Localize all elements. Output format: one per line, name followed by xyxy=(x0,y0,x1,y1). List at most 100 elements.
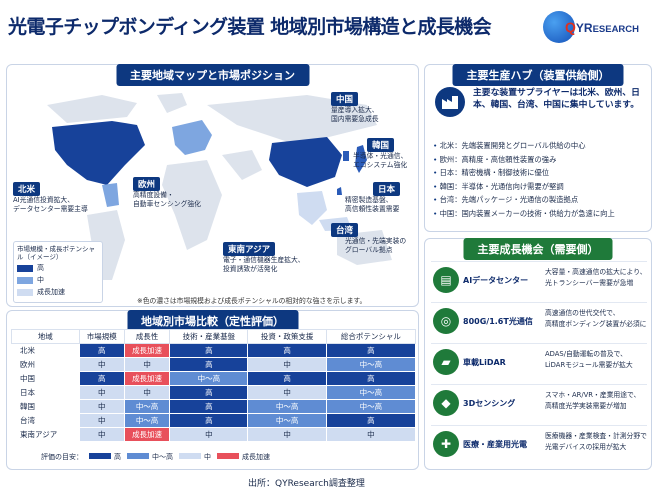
region-desc-north-america: AI光通信投資拡大、 データセンター需要主導 xyxy=(13,196,88,213)
table-row: 台湾中中～高高中～高高 xyxy=(11,413,417,428)
production-hub-panel: 主要生産ハブ（装置供給側） 主要な装置サプライヤーは北米、欧州、日本、韓国、台湾… xyxy=(424,64,652,232)
map-legend: 市場規模・成長ポテンシャル（イメージ） 高 中 成長加速 xyxy=(13,241,103,303)
region-label-taiwan: 台湾 xyxy=(331,223,359,237)
table-row: 中国高成長加速 中～高高高 xyxy=(11,371,417,386)
rating-cell: 中 xyxy=(78,385,125,400)
rating-cell: 高 xyxy=(169,357,249,372)
opp-header: 主要成長機会（需要側） xyxy=(463,238,613,260)
opp-item: ✚ 医療・産業用光電 医療機器・産業検査・計測分野で 光電デバイスの採用が拡大 xyxy=(431,425,647,463)
map-panel: 主要地域マップと市場ポジション 北米 AI光通信投資拡大、 データセンター需要主導… xyxy=(6,64,419,307)
region-label-china: 中国 xyxy=(331,92,359,106)
fiber-icon: ◎ xyxy=(433,308,459,334)
opp-item: ◎ 800G/1.6T光通信 高速通信の世代交代で、 高精度ボンディング装置が必須… xyxy=(431,302,647,340)
map-header: 主要地域マップと市場ポジション xyxy=(116,64,309,86)
hub-list: 北米：先端装置開発とグローバル供給の中心 欧州：高精度・高信頼性装置の強み 日本… xyxy=(433,139,615,221)
hub-item: 台湾：先端パッケージ・光通信の製造拠点 xyxy=(433,193,615,207)
rating-cell: 中～高 xyxy=(325,357,417,372)
region-label-korea: 韓国 xyxy=(367,138,395,152)
region-name-cell: 日本 xyxy=(11,385,80,400)
legend-swatch-growth xyxy=(17,288,33,296)
legend-swatch-mid xyxy=(17,276,33,284)
hub-item: 北米：先端装置開発とグローバル供給の中心 xyxy=(433,139,615,153)
table-column-header: 総合ポテンシャル xyxy=(325,329,417,344)
comparison-table: 地域 市場規模 成長性 技術・産業基盤 投資・政策支援 総合ポテンシャル 北米高成長加速高… xyxy=(11,329,417,442)
table-column-header: 地域 xyxy=(11,329,80,344)
growth-opportunity-panel: 主要成長機会（需要側） ▤ AIデータセンター 大容量・高速通信の拡大により、光… xyxy=(424,238,652,470)
qyresearch-logo: QYRESEARCH xyxy=(543,10,653,44)
hub-item: 欧州：高精度・高信頼性装置の強み xyxy=(433,153,615,167)
rating-cell: 高 xyxy=(247,343,327,358)
rating-cell: 中～高 xyxy=(123,413,171,428)
rating-cell: 中～高 xyxy=(123,399,171,414)
cube-icon: ◆ xyxy=(433,390,459,416)
region-name-cell: 北米 xyxy=(11,343,80,358)
table-column-header: 成長性 xyxy=(123,329,171,344)
opp-item: ▰ 車載LiDAR ADAS/自動運転の普及で、 LiDARモジュール需要が拡大 xyxy=(431,343,647,381)
region-label-southeast-asia: 東南アジア xyxy=(223,242,276,256)
rating-cell: 成長加速 xyxy=(123,427,171,442)
rating-cell: 中 xyxy=(78,357,125,372)
opp-item: ◆ 3Dセンシング スマホ・AR/VR・産業用途で、 高精度光学実装需要が増加 xyxy=(431,384,647,422)
rating-cell: 高 xyxy=(169,399,249,414)
region-name-cell: 中国 xyxy=(11,371,80,386)
rating-cell: 成長加速 xyxy=(123,371,171,386)
region-desc-japan: 精密製造基盤、 高信頼性装置需要 xyxy=(345,196,400,213)
region-desc-korea: 半導体・光通信、 エコシステム強化 xyxy=(353,152,408,169)
rating-cell: 高 xyxy=(247,371,327,386)
table-row: 欧州中中高中中～高 xyxy=(11,357,417,372)
rating-cell: 中 xyxy=(169,427,249,442)
map-note: ※色の濃さは市場規模および成長ポテンシャルの相対的な強さを示します。 xyxy=(137,297,367,305)
region-label-north-america: 北米 xyxy=(13,182,41,196)
region-desc-china: 量産導入拡大、 国内需要急成長 xyxy=(331,106,379,123)
region-name-cell: 韓国 xyxy=(11,399,80,414)
table-header: 地域別市場比較（定性評価） xyxy=(127,310,298,332)
hub-item: 中国：国内装置メーカーの技術・供給力が急速に向上 xyxy=(433,207,615,221)
rating-cell: 中～高 xyxy=(247,413,327,428)
hub-item: 韓国：半導体・光通信向け需要が堅調 xyxy=(433,180,615,194)
rating-cell: 中 xyxy=(78,427,125,442)
medical-icon: ✚ xyxy=(433,431,459,457)
rating-cell: 中 xyxy=(123,357,171,372)
rating-cell: 高 xyxy=(169,385,249,400)
table-row: 東南アジア中成長加速中中中 xyxy=(11,427,417,442)
globe-icon xyxy=(543,11,575,43)
rating-cell: 中 xyxy=(247,427,327,442)
region-name-cell: 東南アジア xyxy=(11,427,80,442)
rating-cell: 中～高 xyxy=(169,371,249,386)
rating-cell: 高 xyxy=(325,413,417,428)
region-label-japan: 日本 xyxy=(373,182,401,196)
table-row: 北米高成長加速高高高 xyxy=(11,343,417,358)
rating-cell: 中 xyxy=(123,385,171,400)
table-key: 評価の目安： 高 中～高 中 成長加速 xyxy=(41,453,270,461)
region-name-cell: 台湾 xyxy=(11,413,80,428)
rating-cell: 高 xyxy=(78,343,125,358)
opp-item: ▤ AIデータセンター 大容量・高速通信の拡大により、 光トランシーバー需要が急増 xyxy=(431,261,647,299)
table-row: 日本中中高中中～高 xyxy=(11,385,417,400)
table-column-header: 投資・政策支援 xyxy=(247,329,327,344)
rating-cell: 中 xyxy=(325,427,417,442)
region-desc-taiwan: 光通信・先端実装の グローバル拠点 xyxy=(345,237,407,254)
rating-cell: 高 xyxy=(325,371,417,386)
rating-cell: 中 xyxy=(247,385,327,400)
rating-cell: 中 xyxy=(247,357,327,372)
region-label-europe: 欧州 xyxy=(133,177,161,191)
factory-icon xyxy=(435,87,465,117)
rating-cell: 中～高 xyxy=(247,399,327,414)
rating-cell: 中～高 xyxy=(325,385,417,400)
rating-cell: 高 xyxy=(169,413,249,428)
table-row: 韓国中中～高高中～高 中～高 xyxy=(11,399,417,414)
hub-header: 主要生産ハブ（装置供給側） xyxy=(452,64,624,86)
comparison-panel: 地域別市場比較（定性評価） 地域 市場規模 成長性 技術・産業基盤 投資・政策支援 総合ポ… xyxy=(6,310,419,470)
legend-swatch-high xyxy=(17,264,33,272)
hub-item: 日本：精密機構・制御技術に優位 xyxy=(433,166,615,180)
region-desc-southeast-asia: 電子・通信機器生産拡大、 投資誘致が活発化 xyxy=(223,256,305,273)
car-icon: ▰ xyxy=(433,349,459,375)
rating-cell: 成長加速 xyxy=(123,343,171,358)
region-name-cell: 欧州 xyxy=(11,357,80,372)
rating-cell: 高 xyxy=(169,343,249,358)
rating-cell: 中～高 xyxy=(325,399,417,414)
source-note: 出所：QYResearch調査整理 xyxy=(248,479,365,489)
table-column-header: 技術・産業基盤 xyxy=(169,329,249,344)
region-desc-europe: 高精度設備・ 自動車センシング強化 xyxy=(133,191,201,208)
rating-cell: 高 xyxy=(325,343,417,358)
